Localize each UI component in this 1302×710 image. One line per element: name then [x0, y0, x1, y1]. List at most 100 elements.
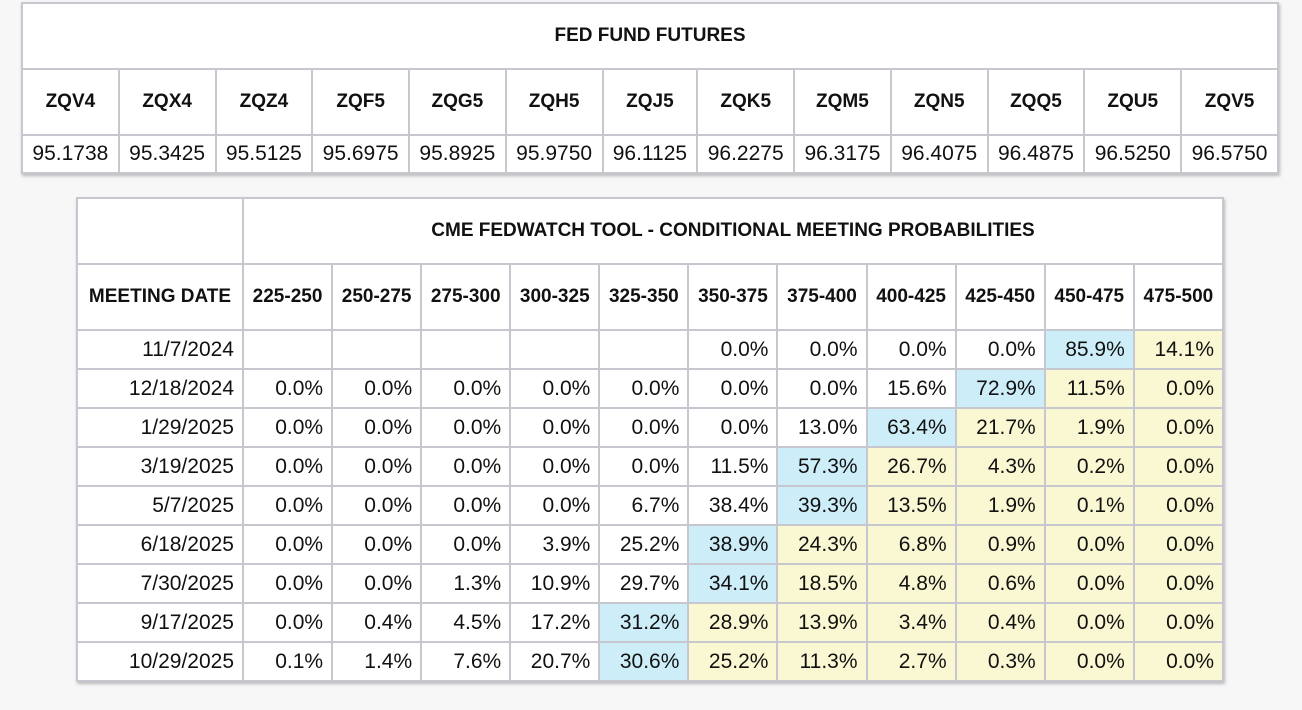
- table-row: 5/7/2025 0.0% 0.0% 0.0% 0.0% 6.7% 38.4% 39.3% 13…: [76, 485, 1225, 526]
- probability-cell: 0.0%: [1043, 563, 1135, 604]
- fedwatch-body: 11/7/2024 0.0% 0.0% 0.0% 0.0% 85.9% 14.1% 12/18…: [76, 329, 1225, 682]
- probability-cell: 0.0%: [420, 485, 512, 526]
- probability-cell: 0.0%: [1132, 446, 1225, 487]
- rate-range-header: 275-300: [420, 263, 512, 331]
- probability-cell: 0.3%: [954, 641, 1046, 682]
- probability-cell: 4.3%: [954, 446, 1046, 487]
- probability-cell: 0.1%: [241, 641, 334, 682]
- meeting-date: 12/18/2024: [76, 368, 244, 409]
- table-row: 10/29/2025 0.1% 1.4% 7.6% 20.7% 30.6% 25.2% 11.…: [76, 641, 1225, 682]
- futures-contract-code: ZQK5: [696, 68, 796, 136]
- futures-price: 96.2275: [696, 134, 796, 174]
- probability-cell: 11.5%: [687, 446, 779, 487]
- futures-contract-code: ZQH5: [504, 68, 604, 136]
- probability-cell: 28.9%: [687, 602, 779, 643]
- probability-cell: 4.8%: [865, 563, 957, 604]
- probability-cell: 0.0%: [241, 563, 334, 604]
- meeting-date: 7/30/2025: [76, 563, 244, 604]
- probability-cell: 6.7%: [598, 485, 690, 526]
- probability-cell: 14.1%: [1132, 329, 1225, 370]
- rate-range-header: 250-275: [331, 263, 423, 331]
- rate-range-header: 350-375: [687, 263, 779, 331]
- futures-contract-code: ZQG5: [408, 68, 507, 136]
- table-row: 3/19/2025 0.0% 0.0% 0.0% 0.0% 0.0% 11.5% 57.3% 2…: [76, 446, 1225, 487]
- probability-cell: 13.5%: [865, 485, 957, 526]
- futures-price-row: 95.1738 95.3425 95.5125 95.6975 95.8925 95.97…: [21, 134, 1279, 174]
- probability-cell: 26.7%: [865, 446, 957, 487]
- probability-cell: 0.0%: [331, 407, 423, 448]
- futures-price: 96.4875: [986, 134, 1086, 174]
- probability-cell: 15.6%: [865, 368, 957, 409]
- probability-cell: 29.7%: [598, 563, 690, 604]
- fed-fund-futures-table: FED FUND FUTURES ZQV4 ZQX4 ZQZ4 ZQF5 ZQG5 ZQH…: [21, 2, 1279, 174]
- futures-price: 95.8925: [408, 134, 507, 174]
- probability-cell: 31.2%: [598, 602, 690, 643]
- futures-price: 96.4075: [889, 134, 989, 174]
- futures-contract-code: ZQJ5: [601, 68, 699, 136]
- probability-cell: 11.5%: [1043, 368, 1135, 409]
- futures-price: 96.5750: [1180, 134, 1279, 174]
- fedwatch-title-row: CME FEDWATCH TOOL - CONDITIONAL MEETING …: [76, 197, 1224, 265]
- probability-cell: 18.5%: [776, 563, 868, 604]
- probability-cell: 72.9%: [954, 368, 1046, 409]
- probability-cell: 0.4%: [331, 602, 423, 643]
- probability-cell: 0.0%: [331, 446, 423, 487]
- probability-cell: 0.0%: [241, 602, 334, 643]
- probability-cell: 13.0%: [776, 407, 868, 448]
- probability-cell: 0.0%: [687, 329, 779, 370]
- probability-cell: 0.0%: [1132, 485, 1225, 526]
- table-row: 1/29/2025 0.0% 0.0% 0.0% 0.0% 0.0% 0.0% 13.0% 63…: [76, 407, 1225, 448]
- probability-cell: 0.0%: [420, 446, 512, 487]
- futures-contract-code: ZQF5: [311, 68, 410, 136]
- probability-cell: 0.0%: [1043, 602, 1135, 643]
- probability-cell: 0.0%: [954, 329, 1046, 370]
- probability-cell: 0.0%: [1132, 602, 1225, 643]
- futures-price: 96.1125: [601, 134, 699, 174]
- probability-cell: 0.0%: [331, 368, 423, 409]
- probability-cell: 1.9%: [1043, 407, 1135, 448]
- probability-cell: 3.9%: [509, 524, 601, 565]
- probability-cell: 0.1%: [1043, 485, 1135, 526]
- probability-cell: 38.4%: [687, 485, 779, 526]
- probability-cell: 0.0%: [1132, 368, 1225, 409]
- table-row: 12/18/2024 0.0% 0.0% 0.0% 0.0% 0.0% 0.0% 0.0% 15…: [76, 368, 1225, 409]
- probability-cell: 0.4%: [954, 602, 1046, 643]
- probability-cell: 0.0%: [331, 524, 423, 565]
- probability-cell: 63.4%: [865, 407, 957, 448]
- probability-cell: [331, 329, 423, 370]
- probability-cell: 0.0%: [865, 329, 957, 370]
- probability-cell: 0.0%: [598, 446, 690, 487]
- fedwatch-title: CME FEDWATCH TOOL - CONDITIONAL MEETING …: [242, 197, 1224, 265]
- table-row: 6/18/2025 0.0% 0.0% 0.0% 3.9% 25.2% 38.9% 24.3%…: [76, 524, 1225, 565]
- futures-contract-code: ZQM5: [793, 68, 892, 136]
- rate-range-header: 425-450: [954, 263, 1046, 331]
- meeting-date: 6/18/2025: [76, 524, 244, 565]
- futures-contract-row: ZQV4 ZQX4 ZQZ4 ZQF5 ZQG5 ZQH5 ZQJ5 ZQK5 ZQM5 ZQN5…: [21, 68, 1279, 136]
- futures-contract-code: ZQU5: [1083, 68, 1183, 136]
- probability-cell: 0.0%: [509, 407, 601, 448]
- futures-contract-code: ZQN5: [889, 68, 989, 136]
- probability-cell: 0.0%: [1132, 524, 1225, 565]
- probability-cell: 10.9%: [509, 563, 601, 604]
- probability-cell: 6.8%: [865, 524, 957, 565]
- table-row: 11/7/2024 0.0% 0.0% 0.0% 0.0% 85.9% 14.1%: [76, 329, 1225, 370]
- probability-cell: 0.0%: [331, 563, 423, 604]
- rate-range-header: 325-350: [598, 263, 690, 331]
- meeting-date-header: MEETING DATE: [76, 263, 244, 331]
- probability-cell: 0.0%: [1043, 524, 1135, 565]
- probability-cell: 57.3%: [776, 446, 868, 487]
- probability-cell: 0.0%: [241, 368, 334, 409]
- probability-cell: 0.0%: [776, 368, 868, 409]
- futures-price: 95.9750: [504, 134, 604, 174]
- fedwatch-header-row: MEETING DATE 225-250 250-275 275-300 300-32…: [76, 263, 1225, 331]
- probability-cell: 0.0%: [241, 524, 334, 565]
- rate-range-header: 475-500: [1132, 263, 1225, 331]
- futures-title: FED FUND FUTURES: [21, 2, 1279, 70]
- probability-cell: 0.0%: [420, 368, 512, 409]
- table-row: 7/30/2025 0.0% 0.0% 1.3% 10.9% 29.7% 34.1% 18.5…: [76, 563, 1225, 604]
- probability-cell: 1.9%: [954, 485, 1046, 526]
- probability-cell: [420, 329, 512, 370]
- rate-range-header: 450-475: [1043, 263, 1135, 331]
- probability-cell: 0.0%: [687, 407, 779, 448]
- probability-cell: 38.9%: [687, 524, 779, 565]
